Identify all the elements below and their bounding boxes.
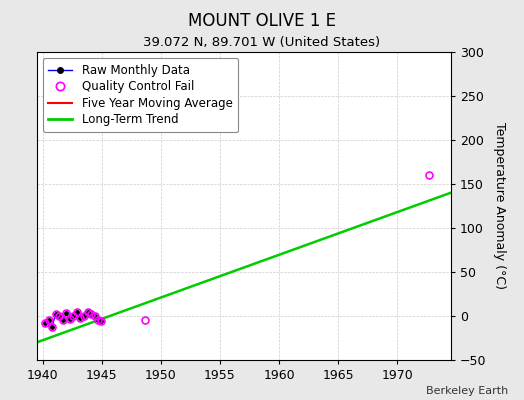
- Text: Berkeley Earth: Berkeley Earth: [426, 386, 508, 396]
- Text: MOUNT OLIVE 1 E: MOUNT OLIVE 1 E: [188, 12, 336, 30]
- Legend: Raw Monthly Data, Quality Control Fail, Five Year Moving Average, Long-Term Tren: Raw Monthly Data, Quality Control Fail, …: [42, 58, 238, 132]
- Y-axis label: Temperature Anomaly (°C): Temperature Anomaly (°C): [493, 122, 506, 290]
- Text: 39.072 N, 89.701 W (United States): 39.072 N, 89.701 W (United States): [144, 36, 380, 49]
